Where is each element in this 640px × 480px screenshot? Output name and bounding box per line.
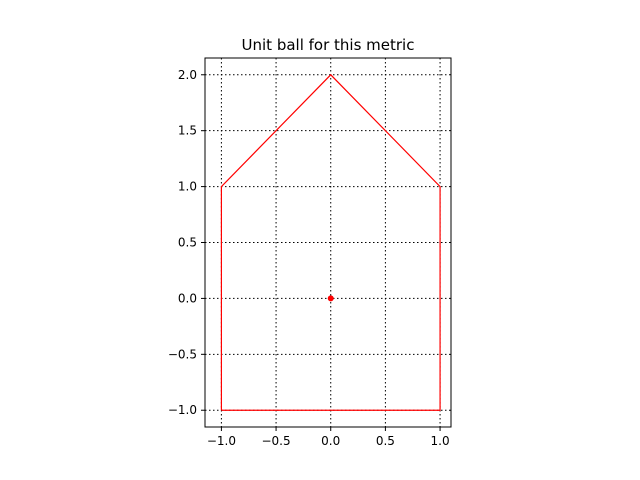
x-tick-label-4: 1.0	[431, 434, 450, 448]
grid	[205, 58, 451, 427]
y-tick-label-4: 1.0	[178, 180, 197, 194]
x-tick-label-2: 0.0	[321, 434, 340, 448]
y-tick-label-1: −0.5	[168, 347, 197, 361]
y-tick-label-6: 2.0	[178, 68, 197, 82]
plot-area	[220, 73, 441, 411]
y-tick-label-3: 0.5	[178, 236, 197, 250]
x-tick-label-3: 0.5	[376, 434, 395, 448]
y-tick-label-0: −1.0	[168, 403, 197, 417]
tick-labels: −1.0 −0.5 0.0 0.5 1.0 −1.0 −0.5 0.0 0.5 1.0 1.5 2.0	[168, 68, 450, 448]
unit-ball-outline	[220, 73, 441, 411]
x-tick-label-1: −0.5	[261, 434, 290, 448]
x-tick-label-0: −1.0	[207, 434, 236, 448]
y-tick-label-2: 0.0	[178, 291, 197, 305]
axes	[201, 57, 452, 431]
chart-title: Unit ball for this metric	[242, 36, 415, 54]
center-point	[327, 295, 334, 302]
y-tick-label-5: 1.5	[178, 124, 197, 138]
